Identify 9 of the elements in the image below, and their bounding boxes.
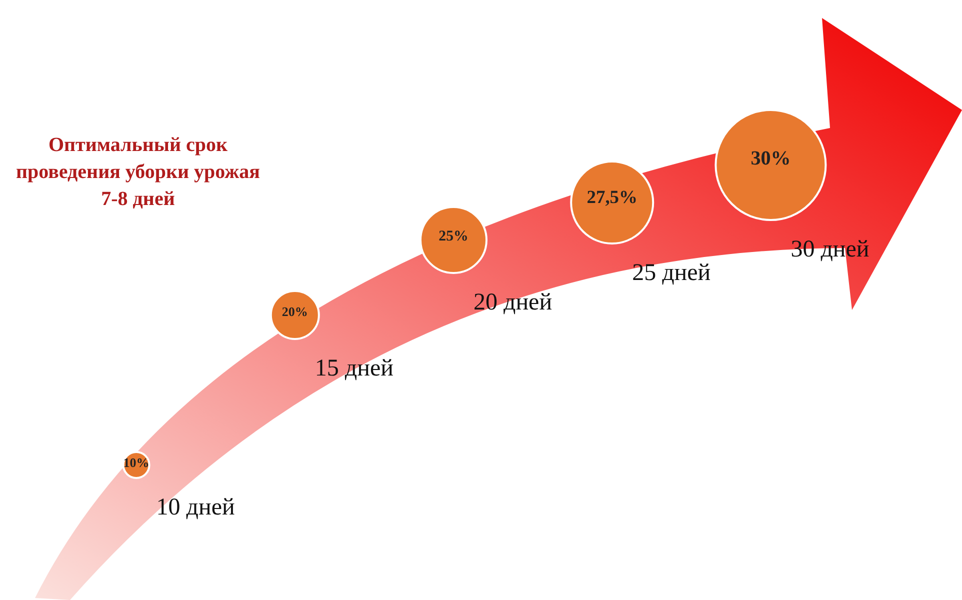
data-label: 30%	[750, 148, 791, 170]
category-label: 20 дней	[474, 289, 552, 316]
data-label: 27,5%	[586, 187, 638, 208]
category-label: 10 дней	[156, 494, 236, 520]
data-label: 25%	[438, 228, 468, 245]
text: Оптимальный срок проведения уборки урожая 7-8 дней	[14, 133, 261, 212]
category-label: 25 дней	[632, 260, 711, 286]
data-label: 20%	[282, 304, 308, 319]
category-label: 15 дней	[314, 355, 394, 382]
